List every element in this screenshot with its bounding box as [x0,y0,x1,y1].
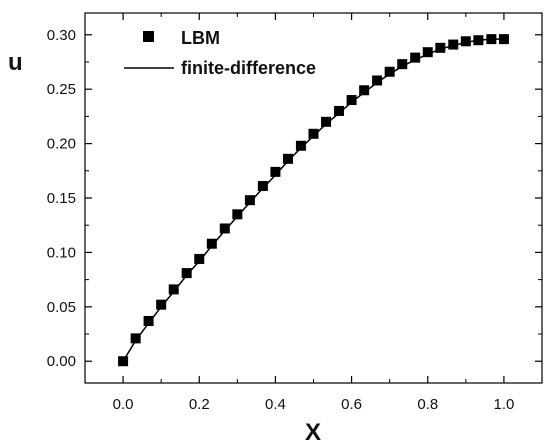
lbm-marker [168,284,179,295]
axis-ticks: 0.0 0.2 0.4 0.6 0.8 1.0 0.00 0.05 0.10 0.15 0.20 0.… [47,13,542,413]
lbm-marker [232,209,243,220]
y-tick-label: 0.25 [47,81,76,98]
x-tick-label: 0.2 [189,396,210,413]
lbm-marker [397,59,408,70]
lbm-marker [257,181,268,192]
lbm-marker [384,66,395,77]
y-tick-label: 0.20 [47,136,76,153]
lbm-marker [473,35,484,46]
lbm-marker [359,85,370,96]
legend-label-finite-difference: finite-difference [181,58,316,78]
legend-label-lbm: LBM [181,28,220,48]
lbm-marker [270,166,281,177]
lbm-marker [334,105,345,116]
lbm-markers [118,34,509,367]
y-tick-label: 0.10 [47,244,76,261]
y-tick-label: 0.30 [47,27,76,44]
lbm-marker [498,34,509,45]
lbm-marker [486,34,497,45]
lbm-marker [295,140,306,151]
y-tick-label: 0.00 [47,353,76,370]
y-axis-title: u [8,49,23,76]
legend-marker-lbm [143,31,154,42]
x-tick-label: 0.0 [113,396,134,413]
lbm-marker [372,75,383,86]
x-tick-label: 0.4 [265,396,286,413]
y-tick-label: 0.15 [47,190,76,207]
lbm-marker [244,195,255,206]
finite-difference-line [122,38,504,362]
lbm-marker [321,116,332,127]
lbm-marker [130,333,141,344]
lbm-marker [219,223,230,234]
plot-area: 0.0 0.2 0.4 0.6 0.8 1.0 0.00 0.05 0.10 0.15 0.20 0.… [47,12,543,413]
lbm-marker [156,299,167,310]
lbm-marker [206,238,217,249]
lbm-marker [194,253,205,264]
x-tick-label: 0.6 [341,396,362,413]
lbm-marker [143,315,154,326]
lbm-marker [460,36,471,47]
lbm-marker [308,128,319,139]
x-tick-label: 1.0 [493,396,514,413]
lbm-marker [181,268,192,279]
y-tick-label: 0.05 [47,299,76,316]
legend: LBM finite-difference [124,28,316,78]
lbm-marker [118,356,129,367]
x-tick-label: 0.8 [417,396,438,413]
lbm-marker [448,39,459,50]
x-axis-title: X [305,419,321,446]
lbm-marker [422,47,433,58]
lbm-marker [346,95,357,106]
lbm-marker [435,42,446,53]
lbm-marker [410,52,421,63]
lbm-marker [282,153,293,164]
